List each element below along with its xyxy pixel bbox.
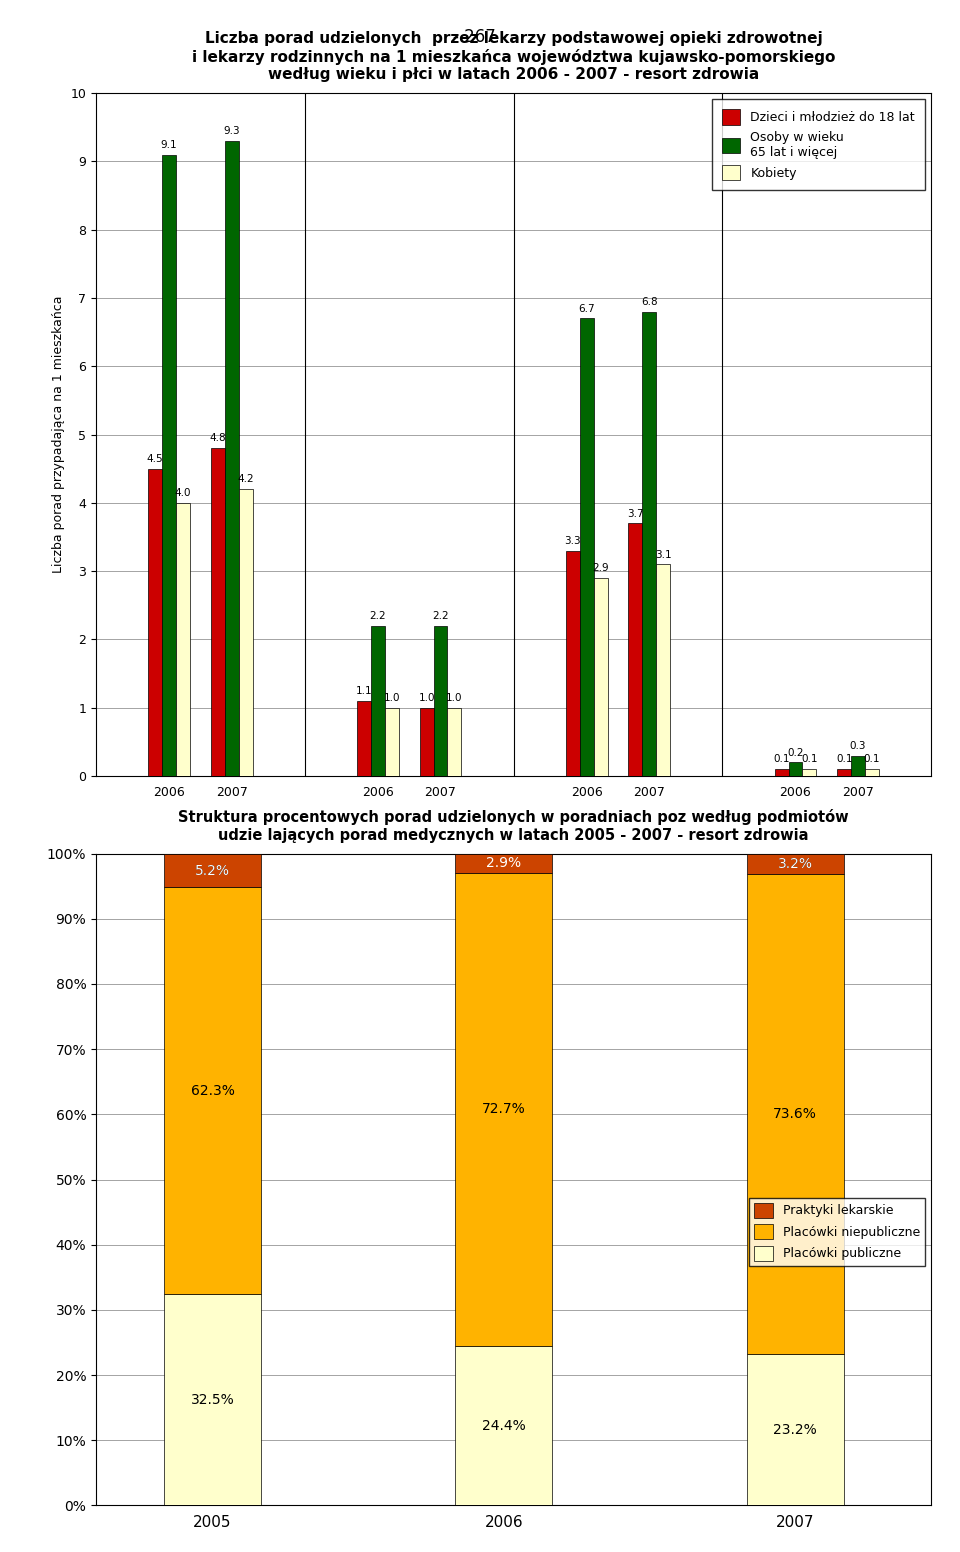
Bar (371, 625, 385, 776)
Text: 72.7%: 72.7% (482, 1102, 526, 1116)
Text: 73.6%: 73.6% (774, 1107, 817, 1122)
Title: Liczba porad udzielonych  przez lekarzy podstawowej opieki zdrowotnej
i lekarzy : Liczba porad udzielonych przez lekarzy p… (192, 31, 835, 82)
Bar (447, 708, 462, 776)
Bar (657, 565, 670, 776)
Bar (148, 469, 162, 776)
Bar (803, 770, 816, 776)
Bar (747, 854, 844, 874)
Text: 1.1: 1.1 (355, 686, 372, 697)
Text: 6.7: 6.7 (578, 304, 595, 314)
Text: 3.1: 3.1 (655, 549, 672, 560)
Text: 4.5: 4.5 (147, 453, 163, 464)
Bar (164, 854, 261, 888)
Bar (852, 756, 865, 776)
Text: 4.8: 4.8 (209, 433, 227, 444)
Bar (455, 1347, 552, 1505)
Bar (580, 318, 593, 776)
Bar (747, 1355, 844, 1505)
Text: 2.9%: 2.9% (487, 857, 521, 871)
Text: 32.5%: 32.5% (191, 1392, 234, 1406)
Bar (837, 770, 852, 776)
Bar (788, 762, 803, 776)
Text: 3.3: 3.3 (564, 535, 581, 546)
Text: 3.7: 3.7 (627, 509, 644, 518)
Text: 24.4%: 24.4% (482, 1419, 526, 1432)
Bar (420, 708, 434, 776)
Text: 0.1: 0.1 (802, 754, 818, 765)
Text: 0.3: 0.3 (850, 740, 866, 751)
Text: 6.8: 6.8 (641, 296, 658, 307)
Bar (775, 770, 788, 776)
Text: 0.1: 0.1 (836, 754, 852, 765)
Bar (747, 874, 844, 1355)
Text: 5.2%: 5.2% (195, 863, 230, 877)
Legend: Dzieci i młodzież do 18 lat, Osoby w wieku
65 lat i więcej, Kobiety: Dzieci i młodzież do 18 lat, Osoby w wie… (711, 99, 924, 191)
Text: 1.0: 1.0 (446, 692, 463, 703)
Bar (629, 523, 642, 776)
Bar (239, 489, 252, 776)
Bar (164, 888, 261, 1294)
Text: 0.1: 0.1 (864, 754, 880, 765)
Bar (642, 312, 657, 776)
Text: 9.1: 9.1 (160, 140, 178, 151)
Text: 4.0: 4.0 (175, 487, 191, 498)
Text: 9.3: 9.3 (224, 126, 240, 137)
Text: 1.0: 1.0 (419, 692, 435, 703)
Text: 3.2%: 3.2% (778, 857, 813, 871)
Bar (211, 449, 225, 776)
Bar (357, 702, 371, 776)
Text: 0.1: 0.1 (774, 754, 790, 765)
Bar (865, 770, 879, 776)
Text: 4.2: 4.2 (237, 475, 254, 484)
Text: 0.2: 0.2 (787, 748, 804, 757)
Bar (162, 155, 176, 776)
Bar (385, 708, 398, 776)
Text: 23.2%: 23.2% (774, 1423, 817, 1437)
Y-axis label: Liczba porad przypadająca na 1 mieszkańca: Liczba porad przypadająca na 1 mieszkańc… (52, 296, 65, 573)
Text: 62.3%: 62.3% (191, 1083, 234, 1097)
Bar (455, 854, 552, 872)
Text: 1.0: 1.0 (384, 692, 400, 703)
Bar (225, 141, 239, 776)
Text: 3.2%: 3.2% (778, 857, 813, 871)
Bar (593, 577, 608, 776)
Title: Struktura procentowych porad udzielonych w poradniach poz według podmiotów
udzie: Struktura procentowych porad udzielonych… (179, 809, 849, 843)
Text: 5.2%: 5.2% (195, 863, 230, 877)
Text: 2.2: 2.2 (370, 611, 386, 621)
Text: 2.9: 2.9 (592, 563, 609, 573)
Bar (164, 1294, 261, 1505)
Bar (434, 625, 447, 776)
Legend: Praktyki lekarskie, Placówki niepubliczne, Placówki publiczne: Praktyki lekarskie, Placówki niepubliczn… (749, 1198, 924, 1266)
Text: 2.2: 2.2 (432, 611, 449, 621)
Text: - 267 -: - 267 - (453, 28, 507, 47)
Bar (455, 872, 552, 1347)
Bar (176, 503, 190, 776)
Bar (565, 551, 580, 776)
